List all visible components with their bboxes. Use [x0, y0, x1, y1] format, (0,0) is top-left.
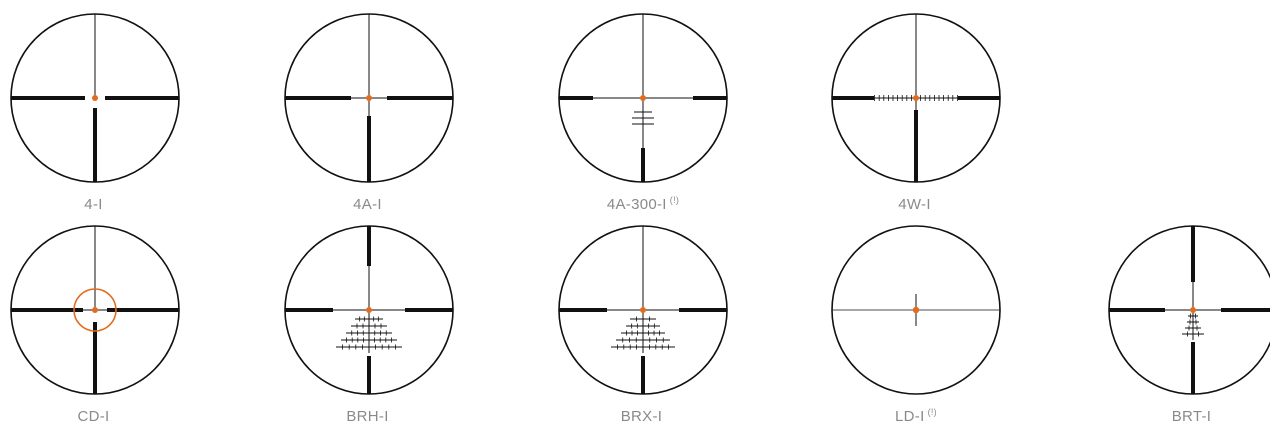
reticle-name: 4W-I [898, 196, 931, 213]
illuminated-dot [366, 95, 372, 101]
reticle-name: 4-I [84, 196, 103, 213]
reticle-4a-i-icon [284, 13, 454, 183]
reticle-brt-i-icon [1108, 225, 1270, 395]
illuminated-dot [640, 307, 646, 313]
reticle-card-brh-i[interactable]: BRH-I [269, 217, 469, 431]
reticle-brx-i-icon [558, 225, 728, 395]
reticle-name: LD-I [895, 408, 925, 425]
illuminated-dot [366, 307, 372, 313]
reticle-4w-i-icon [831, 13, 1001, 183]
reticle-card-4a-300-i[interactable]: 4A-300-I (!) [543, 5, 743, 219]
illuminated-dot [912, 306, 920, 314]
reticle-name: BRT-I [1171, 408, 1212, 425]
reticle-brh-i-icon [284, 225, 454, 395]
reticle-card-brx-i[interactable]: BRX-I [543, 217, 743, 431]
illuminated-dot [1190, 307, 1196, 313]
reticle-card-4w-i[interactable]: 4W-I [816, 5, 1016, 219]
reticle-name: 4A-300-I [606, 196, 667, 213]
reticle-cd-i-icon [10, 225, 180, 395]
reticle-name: BRX-I [620, 408, 663, 425]
reticle-4-i-icon [10, 13, 180, 183]
reticle-ld-i-icon [831, 225, 1001, 395]
reticle-note: (!) [927, 407, 937, 417]
reticle-card-4-i[interactable]: 4-I [0, 5, 195, 219]
reticle-card-ld-i[interactable]: LD-I (!) [816, 217, 1016, 431]
illuminated-circle [73, 288, 117, 332]
illuminated-dot [92, 307, 98, 313]
reticle-note: (!) [669, 195, 680, 205]
reticle-name: 4A-I [353, 196, 382, 213]
reticle-card-brt-i[interactable]: BRT-I [1093, 217, 1270, 431]
illuminated-dot [913, 95, 919, 101]
reticle-card-4a-i[interactable]: 4A-I [269, 5, 469, 219]
illuminated-dot [92, 95, 98, 101]
reticle-name: BRH-I [346, 408, 389, 425]
reticle-card-cd-i[interactable]: CD-I [0, 217, 195, 431]
illuminated-dot [640, 95, 646, 101]
reticle-4a-300-i-icon [558, 13, 728, 183]
reticle-name: CD-I [77, 408, 110, 425]
